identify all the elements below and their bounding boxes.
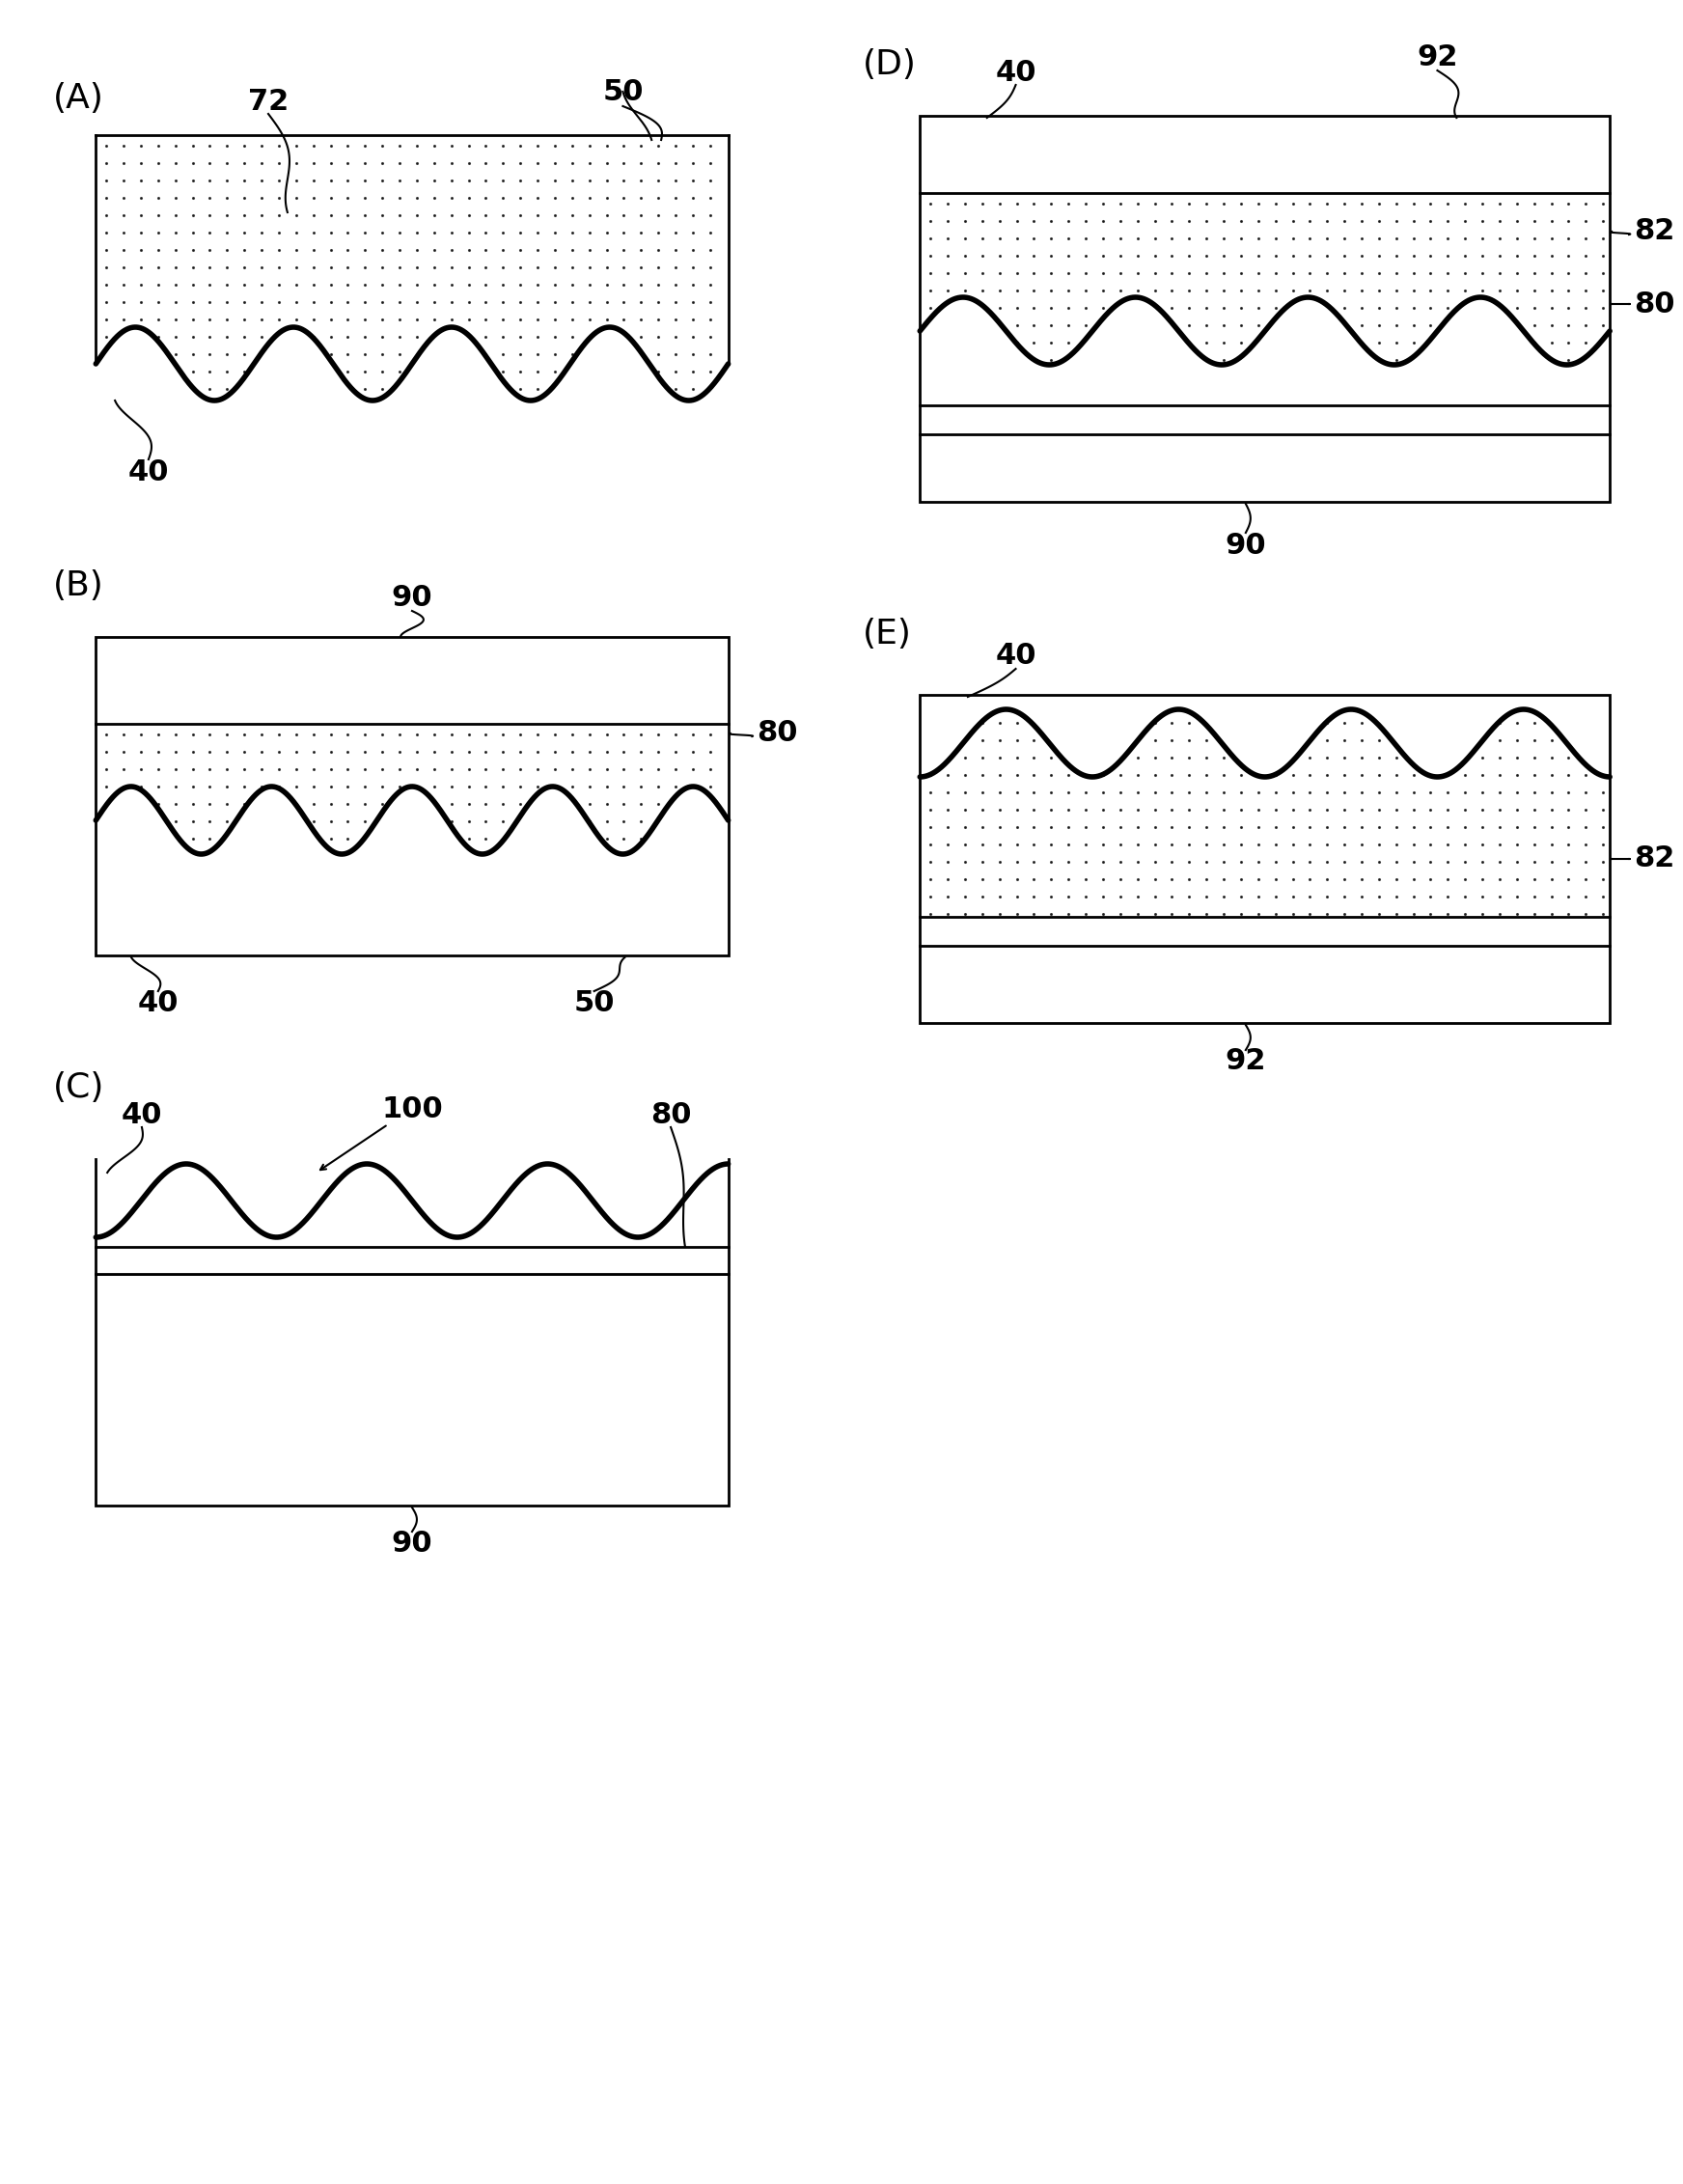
Text: 82: 82 — [1634, 218, 1675, 245]
Text: (B): (B) — [52, 570, 104, 603]
Text: 80: 80 — [757, 719, 798, 747]
Bar — [921, 116, 1611, 502]
Text: 40: 40 — [128, 459, 168, 487]
Text: 100: 100 — [382, 1096, 443, 1125]
Text: (E): (E) — [862, 618, 912, 651]
Text: (D): (D) — [862, 48, 916, 81]
Text: (C): (C) — [52, 1070, 104, 1105]
Bar — [921, 695, 1611, 1022]
Text: 40: 40 — [995, 642, 1037, 670]
Text: 92: 92 — [1417, 44, 1457, 72]
Text: 50: 50 — [574, 989, 614, 1018]
Bar — [96, 1273, 729, 1505]
Text: 72: 72 — [247, 87, 289, 116]
Text: 82: 82 — [1634, 845, 1675, 874]
Text: 40: 40 — [995, 59, 1037, 87]
Text: 90: 90 — [392, 1531, 433, 1557]
Text: 90: 90 — [1225, 531, 1266, 559]
Bar — [96, 638, 729, 954]
Text: 40: 40 — [121, 1101, 162, 1129]
Text: 92: 92 — [1225, 1048, 1266, 1075]
Text: 50: 50 — [603, 79, 643, 105]
Text: 40: 40 — [138, 989, 178, 1018]
Text: 80: 80 — [650, 1101, 692, 1129]
Text: (A): (A) — [52, 83, 104, 116]
Text: 90: 90 — [392, 585, 433, 612]
Text: 80: 80 — [1634, 290, 1675, 319]
Bar — [96, 1247, 729, 1273]
